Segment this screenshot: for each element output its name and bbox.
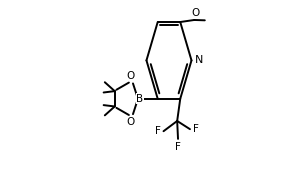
- Text: O: O: [127, 117, 135, 127]
- Text: O: O: [127, 71, 135, 81]
- Text: N: N: [195, 55, 204, 65]
- Text: F: F: [155, 126, 160, 136]
- Text: F: F: [175, 142, 181, 152]
- Text: F: F: [193, 124, 199, 134]
- Text: B: B: [136, 94, 143, 104]
- Text: O: O: [191, 8, 199, 18]
